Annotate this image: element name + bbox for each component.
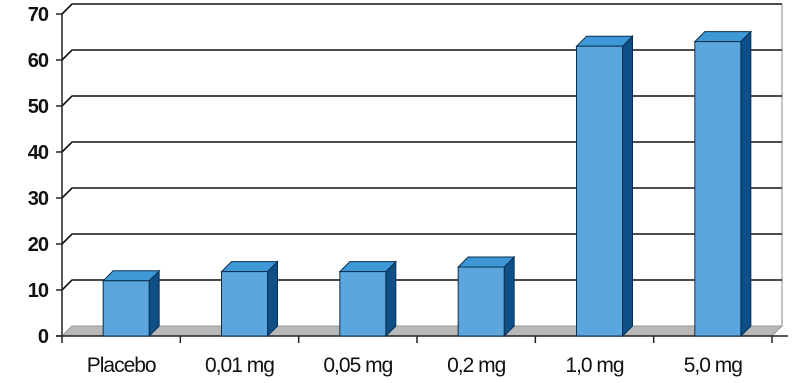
x-tick-label: 0,2 mg — [447, 354, 506, 377]
x-axis: Placebo 0,01 mg 0,05 mg 0,2 mg 1,0 mg 5,0 mg — [61, 336, 773, 377]
bar-front — [457, 266, 505, 337]
y-tick-label: 50 — [28, 96, 49, 118]
y-tick-label: 30 — [28, 188, 49, 210]
bar-front — [339, 271, 387, 337]
bar-side — [740, 30, 752, 338]
bar-front — [576, 45, 623, 337]
y-tick-label: 60 — [28, 50, 49, 72]
y-axis: 0 10 20 30 40 50 60 70 — [28, 4, 63, 348]
bar-top — [693, 31, 753, 43]
bar-front — [221, 271, 268, 337]
bars — [101, 30, 753, 338]
gridline — [61, 95, 782, 107]
bar-top — [101, 270, 161, 282]
gridlines — [61, 3, 782, 291]
gridline — [61, 141, 782, 153]
bar — [220, 260, 279, 338]
bar — [575, 34, 634, 338]
y-tick-label: 0 — [38, 326, 49, 348]
bar-front — [102, 280, 150, 337]
x-tick-label: 1,0 mg — [565, 354, 624, 377]
bar — [693, 30, 753, 338]
bar — [338, 260, 398, 338]
gridline — [61, 279, 782, 291]
x-tick-label: 0,05 mg — [323, 354, 392, 377]
left-wall-edge — [61, 3, 73, 336]
x-tick-label: 0,01 mg — [205, 354, 274, 377]
y-tick-label: 40 — [28, 142, 49, 164]
bar-top — [220, 261, 279, 273]
gridline — [61, 3, 782, 15]
bar-top — [456, 256, 516, 268]
bar-side — [148, 269, 160, 338]
chart-floor — [56, 325, 788, 337]
bar-side — [385, 260, 397, 338]
bar-side — [622, 34, 633, 338]
floor-plane — [60, 325, 784, 337]
chart-walls — [61, 3, 783, 336]
bar-side — [267, 260, 278, 338]
bar — [456, 255, 516, 338]
y-tick-label: 20 — [28, 234, 49, 256]
bar — [101, 269, 161, 338]
x-tick-label: 5,0 mg — [684, 354, 743, 377]
gridline — [61, 233, 782, 245]
y-tick-label: 70 — [28, 4, 49, 26]
gridline — [61, 49, 782, 61]
gridline — [61, 187, 782, 199]
bar-top — [338, 261, 398, 273]
bar-top — [575, 35, 634, 47]
y-tick-label: 10 — [28, 280, 49, 302]
bar-side — [503, 255, 515, 338]
bar-front — [694, 41, 742, 337]
x-tick-label: Placebo — [87, 354, 156, 377]
